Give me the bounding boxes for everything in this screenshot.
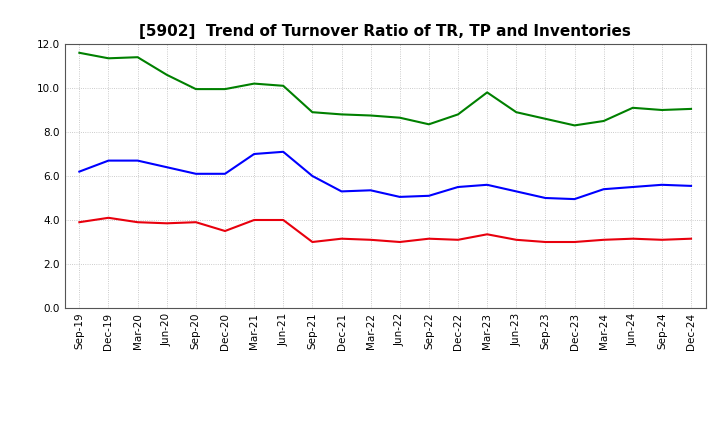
Trade Payables [570,196,579,202]
Trade Payables [366,187,375,193]
Trade Receivables [512,237,521,242]
Trade Receivables [483,231,492,237]
Trade Payables [599,187,608,192]
Trade Receivables [104,215,113,220]
Inventories [192,87,200,92]
Trade Payables [512,189,521,194]
Inventories [279,83,287,88]
Inventories [133,55,142,60]
Inventories [163,72,171,77]
Trade Receivables [220,228,229,234]
Trade Payables [308,173,317,179]
Trade Payables [395,194,404,200]
Inventories [512,110,521,115]
Trade Payables [133,158,142,163]
Inventories [366,113,375,118]
Title: [5902]  Trend of Turnover Ratio of TR, TP and Inventories: [5902] Trend of Turnover Ratio of TR, TP… [139,24,631,39]
Trade Payables [163,165,171,170]
Inventories [425,121,433,127]
Trade Receivables [133,220,142,225]
Trade Payables [629,184,637,190]
Inventories [250,81,258,86]
Trade Receivables [163,221,171,226]
Trade Receivables [657,237,666,242]
Trade Receivables [541,239,550,245]
Trade Receivables [687,236,696,241]
Trade Receivables [425,236,433,241]
Inventories [541,116,550,121]
Trade Payables [337,189,346,194]
Inventories [308,110,317,115]
Inventories [454,112,462,117]
Trade Receivables [366,237,375,242]
Inventories [657,107,666,113]
Inventories [687,106,696,111]
Trade Receivables [279,217,287,223]
Inventories [104,55,113,61]
Trade Payables [279,149,287,154]
Trade Payables [687,183,696,188]
Inventories [599,118,608,124]
Line: Trade Receivables: Trade Receivables [79,218,691,242]
Trade Receivables [250,217,258,223]
Inventories [570,123,579,128]
Line: Inventories: Inventories [79,53,691,125]
Trade Receivables [192,220,200,225]
Trade Payables [192,171,200,176]
Trade Payables [454,184,462,190]
Inventories [220,87,229,92]
Trade Receivables [337,236,346,241]
Trade Receivables [395,239,404,245]
Trade Receivables [454,237,462,242]
Trade Receivables [75,220,84,225]
Trade Payables [75,169,84,174]
Trade Payables [657,182,666,187]
Trade Payables [220,171,229,176]
Trade Payables [250,151,258,157]
Trade Receivables [570,239,579,245]
Inventories [75,50,84,55]
Inventories [395,115,404,120]
Inventories [483,90,492,95]
Line: Trade Payables: Trade Payables [79,152,691,199]
Trade Payables [425,193,433,198]
Trade Payables [541,195,550,201]
Trade Receivables [629,236,637,241]
Trade Receivables [308,239,317,245]
Inventories [629,105,637,110]
Trade Receivables [599,237,608,242]
Trade Payables [104,158,113,163]
Trade Payables [483,182,492,187]
Inventories [337,112,346,117]
